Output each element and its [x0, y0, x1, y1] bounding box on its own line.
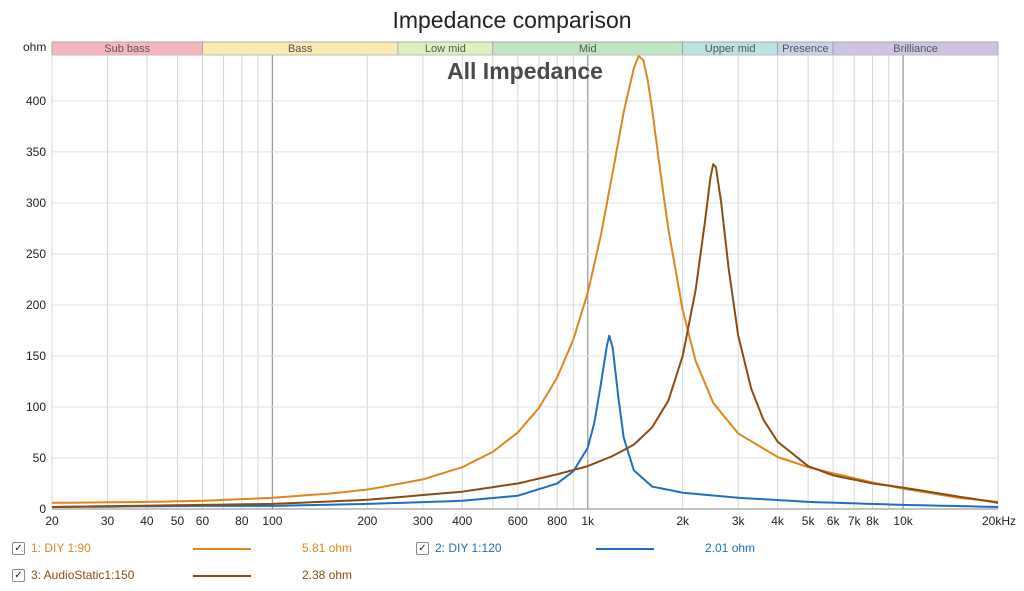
y-tick-label: 0: [39, 502, 46, 516]
band-label: Low mid: [425, 43, 466, 55]
series-line-2-diy-1-120: [51, 334, 999, 508]
legend-series-name: 3: AudioStatic1:150: [31, 568, 135, 582]
x-tick-label: 20kHz: [982, 514, 1016, 528]
x-tick-label: 20: [45, 514, 59, 528]
x-tick-label: 6k: [827, 514, 841, 528]
legend-item-diy-1-120[interactable]: ✓ 2: DIY 1:120: [416, 541, 502, 555]
legend-series-name: 2: DIY 1:120: [435, 541, 502, 555]
x-tick-label: 60: [196, 514, 210, 528]
x-tick-label: 5k: [802, 514, 816, 528]
x-tick-label: 80: [235, 514, 249, 528]
legend-checkbox[interactable]: ✓: [12, 541, 25, 555]
series-line-3-audiostatic1-150: [51, 163, 999, 508]
legend-series-name: 1: DIY 1:90: [31, 541, 91, 555]
legend-series-value: 2.01 ohm: [705, 541, 756, 555]
series-lines: [51, 55, 999, 508]
x-tick-label: 600: [508, 514, 528, 528]
x-tick-label: 7k: [848, 514, 862, 528]
x-tick-label: 1k: [581, 514, 595, 528]
legend-series-value: 5.81 ohm: [302, 541, 353, 555]
x-tick-label: 30: [101, 514, 115, 528]
x-tick-label: 200: [357, 514, 377, 528]
band-label: Upper mid: [705, 43, 756, 55]
legend-series-value: 2.38 ohm: [302, 568, 353, 582]
y-axis-unit: ohm: [23, 40, 46, 54]
series-line-1-diy-1-90: [51, 55, 999, 504]
x-tick-label: 400: [452, 514, 472, 528]
impedance-chart: Sub bass Bass Low mid Mid Upper mid Presence B…: [23, 7, 1016, 528]
legend-checkbox[interactable]: ✓: [416, 541, 429, 555]
legend-checkbox[interactable]: ✓: [12, 568, 25, 582]
band-label: Mid: [579, 43, 597, 55]
band-label: Bass: [288, 43, 313, 55]
legend-line-swatch: [596, 548, 654, 550]
x-tick-label: 4k: [771, 514, 785, 528]
legend-item-diy-1-90[interactable]: ✓ 1: DIY 1:90: [12, 541, 91, 555]
grid: [51, 55, 999, 509]
x-tick-label: 10k: [893, 514, 913, 528]
y-tick-label: 50: [33, 451, 47, 465]
frequency-bands: Sub bass Bass Low mid Mid Upper mid Presence B…: [51, 41, 999, 56]
legend-item-audiostatic-1-150[interactable]: ✓ 3: AudioStatic1:150: [12, 568, 134, 582]
x-tick-label: 300: [413, 514, 433, 528]
y-tick-label: 350: [26, 145, 46, 159]
x-tick-label: 40: [140, 514, 154, 528]
band-label: Brilliance: [893, 43, 938, 55]
x-tick-label: 3k: [732, 514, 746, 528]
y-tick-label: 200: [26, 298, 46, 312]
x-tick-label: 800: [547, 514, 567, 528]
x-tick-label: 50: [171, 514, 185, 528]
chart-title: Impedance comparison: [392, 7, 631, 33]
x-tick-label: 2k: [676, 514, 690, 528]
legend-line-swatch: [193, 575, 251, 577]
y-tick-label: 300: [26, 196, 46, 210]
x-tick-label: 100: [262, 514, 282, 528]
band-label: Sub bass: [104, 43, 150, 55]
y-tick-label: 400: [26, 94, 46, 108]
y-tick-label: 250: [26, 247, 46, 261]
plot-area: [51, 54, 999, 510]
y-tick-label: 100: [26, 400, 46, 414]
axes: 0 50 100 150 200 250 300 350 400 20 30 40 50 60 80 100 2…: [26, 94, 1016, 528]
legend: ✓ 1: DIY 1:90 5.81 ohm ✓ 2: DIY 1:120 2.…: [0, 532, 1024, 591]
band-label: Presence: [782, 43, 828, 55]
x-tick-label: 8k: [866, 514, 880, 528]
chart-subtitle: All Impedance: [447, 58, 603, 84]
y-tick-label: 150: [26, 349, 46, 363]
legend-line-swatch: [193, 548, 251, 550]
